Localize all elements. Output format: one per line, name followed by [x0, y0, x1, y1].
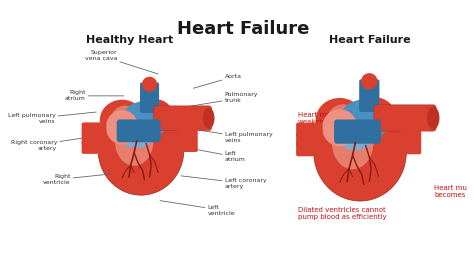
FancyBboxPatch shape: [359, 80, 380, 112]
FancyBboxPatch shape: [140, 82, 159, 113]
Ellipse shape: [332, 115, 374, 169]
Text: Heart Failure: Heart Failure: [177, 20, 309, 38]
Ellipse shape: [327, 104, 360, 136]
Ellipse shape: [316, 98, 364, 142]
Text: Left pulmonary
veins: Left pulmonary veins: [187, 128, 273, 143]
Ellipse shape: [115, 116, 154, 166]
FancyBboxPatch shape: [399, 130, 421, 144]
FancyBboxPatch shape: [296, 133, 323, 147]
Text: Left coronary
artery: Left coronary artery: [181, 176, 266, 189]
Text: Dilated ventricles cannot
pump blood as efficiently: Dilated ventricles cannot pump blood as …: [298, 207, 387, 221]
Text: Right
atrium: Right atrium: [65, 90, 124, 101]
FancyBboxPatch shape: [374, 105, 436, 131]
Ellipse shape: [336, 121, 375, 150]
Text: Right
ventricle: Right ventricle: [43, 174, 110, 185]
Ellipse shape: [314, 103, 406, 201]
Text: Heart Failure: Heart Failure: [329, 35, 410, 45]
FancyBboxPatch shape: [296, 123, 323, 137]
Ellipse shape: [356, 97, 395, 135]
FancyBboxPatch shape: [177, 130, 198, 142]
Ellipse shape: [100, 100, 145, 140]
Ellipse shape: [322, 109, 357, 146]
Text: Right coronary
artery: Right coronary artery: [10, 136, 97, 151]
Text: Superior
vena cava: Superior vena cava: [85, 51, 158, 74]
Ellipse shape: [118, 121, 155, 148]
Ellipse shape: [203, 108, 215, 129]
Text: Aorta: Aorta: [193, 74, 242, 88]
FancyBboxPatch shape: [82, 132, 106, 146]
Circle shape: [361, 73, 378, 90]
Ellipse shape: [427, 107, 439, 129]
Ellipse shape: [106, 110, 138, 144]
Text: Heart mu
becomes: Heart mu becomes: [434, 185, 467, 198]
FancyBboxPatch shape: [117, 119, 161, 142]
FancyBboxPatch shape: [177, 140, 198, 152]
Text: Pulmonary
trunk: Pulmonary trunk: [184, 92, 258, 107]
Ellipse shape: [110, 106, 141, 135]
FancyBboxPatch shape: [154, 106, 212, 131]
FancyBboxPatch shape: [334, 119, 381, 144]
Circle shape: [142, 77, 157, 92]
Ellipse shape: [339, 99, 390, 140]
Text: Left
atrium: Left atrium: [185, 147, 246, 162]
Text: Left pulmonary
veins: Left pulmonary veins: [8, 112, 96, 124]
Ellipse shape: [98, 105, 184, 195]
Text: Heart muscle
weakens: Heart muscle weakens: [298, 112, 345, 125]
FancyBboxPatch shape: [82, 122, 106, 136]
FancyBboxPatch shape: [399, 141, 421, 154]
Ellipse shape: [137, 99, 173, 134]
FancyBboxPatch shape: [296, 142, 323, 156]
Text: Healthy Heart: Healthy Heart: [86, 35, 173, 45]
Ellipse shape: [122, 101, 169, 139]
FancyBboxPatch shape: [82, 140, 106, 154]
Text: Left
ventricle: Left ventricle: [160, 201, 235, 215]
